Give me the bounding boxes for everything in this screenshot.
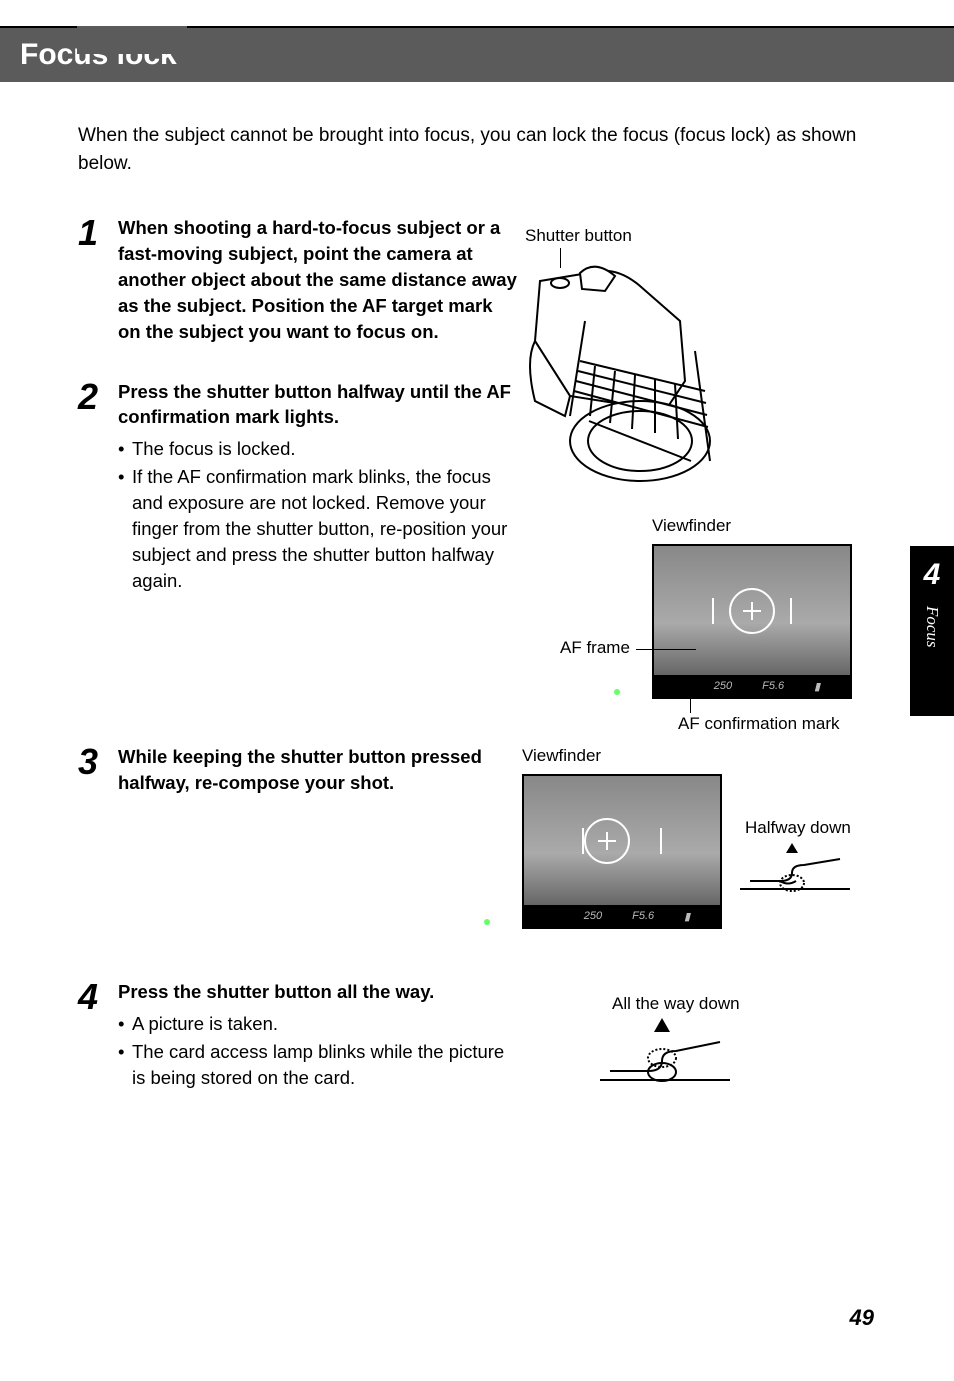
step-2-heading: Press the shutter button halfway until t… <box>118 379 518 431</box>
af-frame-label: AF frame <box>560 638 630 658</box>
step-1-heading: When shooting a hard-to-focus subject or… <box>118 215 518 344</box>
af-confirm-label: AF confirmation mark <box>678 714 840 734</box>
step-2-text: Press the shutter button halfway until t… <box>118 379 518 596</box>
step-2-bullet-1: The focus is locked. <box>118 436 518 462</box>
viewfinder-2: 250 F5.6 ▮ <box>522 774 722 929</box>
step-1-text: When shooting a hard-to-focus subject or… <box>118 215 518 350</box>
page-number: 49 <box>850 1305 874 1331</box>
step-3-number: 3 <box>78 744 110 780</box>
vf2-image <box>524 776 720 905</box>
step-2-bullets: The focus is locked. If the AF confirmat… <box>118 436 518 593</box>
step-4-text: Press the shutter button all the way. A … <box>118 979 518 1093</box>
step-2-bullet-2: If the AF confirmation mark blinks, the … <box>118 464 518 593</box>
step-4: 4 Press the shutter button all the way. … <box>78 979 876 1093</box>
battery-icon: ▮ <box>684 910 690 923</box>
viewfinder-1: 250 F5.6 ▮ <box>652 544 852 699</box>
viewfinder-label-1: Viewfinder <box>652 516 731 536</box>
viewfinder-label-2: Viewfinder <box>522 746 601 766</box>
vf1-af-target <box>729 588 775 634</box>
vf2-af-target <box>584 818 630 864</box>
vf2-aperture: F5.6 <box>632 910 654 922</box>
step-2-number: 2 <box>78 379 110 415</box>
camera-illustration <box>510 261 730 541</box>
step-4-bullet-1: A picture is taken. <box>118 1011 518 1037</box>
af-frame-leader <box>636 649 696 650</box>
af-confirm-dot-icon <box>614 689 620 695</box>
step-3-heading: While keeping the shutter button pressed… <box>118 744 518 796</box>
all-way-down-label: All the way down <box>612 994 740 1014</box>
full-press-icon <box>600 1016 730 1096</box>
halfway-down-label: Halfway down <box>745 818 851 838</box>
step-3-text: While keeping the shutter button pressed… <box>118 744 518 802</box>
chapter-number: 4 <box>924 558 941 592</box>
top-tab-block <box>77 26 187 54</box>
step-1-number: 1 <box>78 215 110 251</box>
vf2-exposure: 250 <box>584 910 602 922</box>
crosshair-icon <box>606 832 608 850</box>
step-4-bullets: A picture is taken. The card access lamp… <box>118 1011 518 1091</box>
shutter-button-label: Shutter button <box>525 226 632 246</box>
step-4-bullet-2: The card access lamp blinks while the pi… <box>118 1039 518 1091</box>
chapter-tab: 4 Focus <box>910 546 954 716</box>
step-1: 1 When shooting a hard-to-focus subject … <box>78 215 876 350</box>
vf1-info-strip: 250 F5.6 ▮ <box>654 675 850 697</box>
step-3: 3 While keeping the shutter button press… <box>78 744 876 802</box>
af-confirm-leader <box>690 699 691 713</box>
chapter-title: Focus <box>922 606 942 648</box>
intro-text: When the subject cannot be brought into … <box>78 122 876 177</box>
crosshair-icon <box>751 602 753 620</box>
vf1-aperture: F5.6 <box>762 680 784 692</box>
battery-icon: ▮ <box>814 680 820 693</box>
vf1-image <box>654 546 850 675</box>
step-4-number: 4 <box>78 979 110 1015</box>
halfway-press-icon <box>740 841 850 901</box>
vf1-exposure: 250 <box>714 680 732 692</box>
step-4-heading: Press the shutter button all the way. <box>118 979 518 1005</box>
vf2-info-strip: 250 F5.6 ▮ <box>524 905 720 927</box>
af-confirm-dot-icon <box>484 919 490 925</box>
